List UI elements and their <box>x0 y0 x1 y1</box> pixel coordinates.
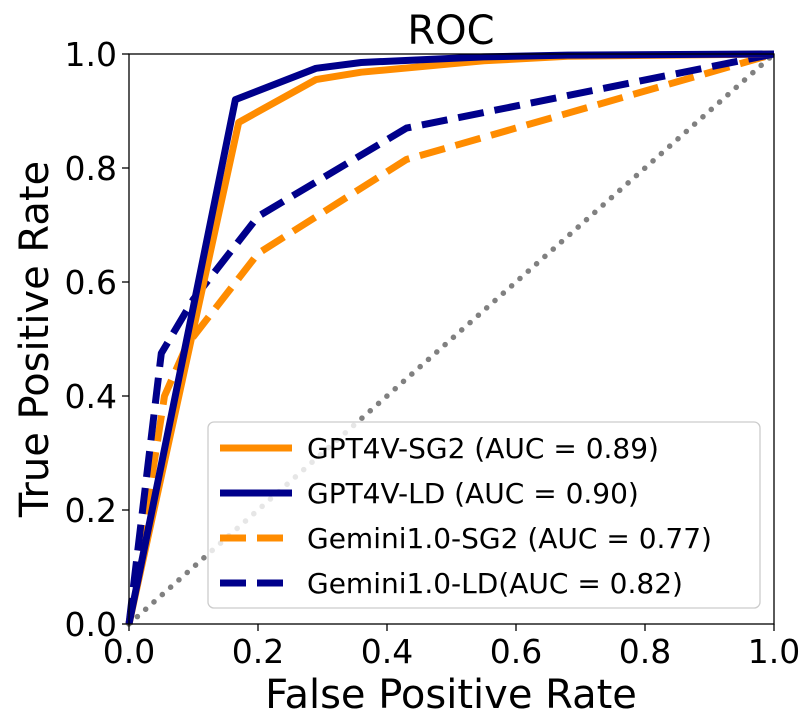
x-tick-label: 0.2 <box>232 632 284 671</box>
plot-frame <box>128 53 775 625</box>
x-tick-label: 0.0 <box>103 632 155 671</box>
series-line-1 <box>125 50 775 625</box>
series-line-2 <box>125 50 775 625</box>
y-axis-title: True Positive Rate <box>12 161 58 518</box>
legend-label-3: Gemini1.0-LD(AUC = 0.82) <box>307 567 683 600</box>
series-line-3 <box>125 50 775 625</box>
y-tick-label: 0.8 <box>65 149 117 188</box>
y-tick-label: 0.4 <box>65 377 117 416</box>
legend-label-0: GPT4V-SG2 (AUC = 0.89) <box>307 432 659 465</box>
x-tick-label: 0.6 <box>490 632 542 671</box>
plot-lines <box>125 50 777 627</box>
chart-title: ROC <box>407 8 494 54</box>
y-axis-ticks: 0.0 0.2 0.4 0.6 0.8 1.0 <box>65 35 129 644</box>
x-axis-ticks: 0.0 0.2 0.4 0.6 0.8 1.0 <box>103 624 800 671</box>
legend-box <box>207 421 761 609</box>
y-tick-label: 1.0 <box>65 35 117 74</box>
x-tick-label: 1.0 <box>748 632 800 671</box>
y-tick-label: 0.2 <box>65 491 117 530</box>
x-tick-label: 0.8 <box>619 632 671 671</box>
legend-label-1: GPT4V-LD (AUC = 0.90) <box>307 477 639 510</box>
y-tick-label: 0.0 <box>65 605 117 644</box>
x-tick-label: 0.4 <box>361 632 413 671</box>
legend-label-2: Gemini1.0-SG2 (AUC = 0.77) <box>307 522 712 555</box>
legend: GPT4V-SG2 (AUC = 0.89) GPT4V-LD (AUC = 0.… <box>207 421 761 609</box>
x-axis-title: False Positive Rate <box>265 672 637 718</box>
y-tick-label: 0.6 <box>65 263 117 302</box>
